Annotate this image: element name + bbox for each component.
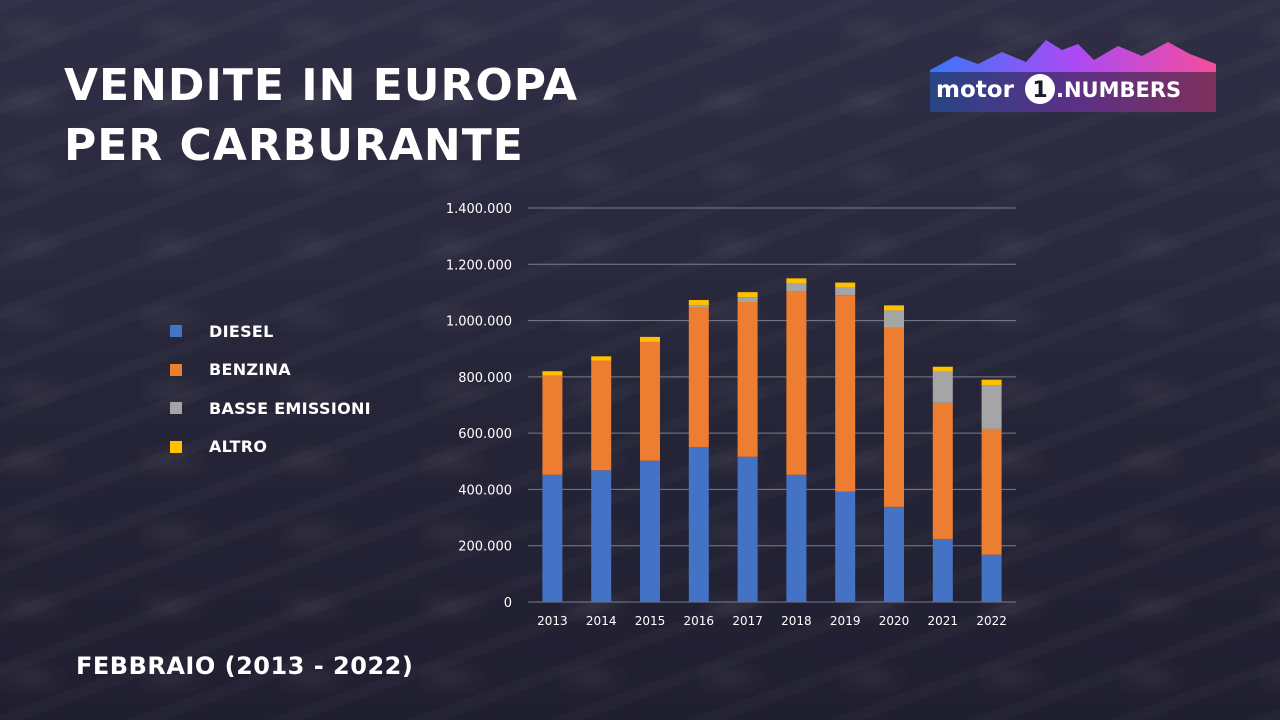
legend-label-diesel: DIESEL [209, 321, 274, 341]
bar-segment-diesel [688, 447, 709, 602]
y-tick-label: 1.000.000 [446, 315, 512, 330]
bar-segment-altro [884, 305, 904, 311]
bar-segment-altro [688, 300, 709, 306]
x-tick-label: 2017 [732, 614, 763, 628]
bar-segment-basse-emissioni [688, 305, 709, 308]
bar-segment-benzina [688, 307, 709, 448]
bar-segment-benzina [786, 291, 807, 475]
logo-number-badge [1025, 74, 1055, 104]
bar-segment-diesel [786, 474, 807, 602]
legend-label-basse-emissioni: BASSE EMISSIONI [209, 398, 371, 418]
bar-segment-altro [932, 366, 953, 372]
bar-segment-altro [786, 278, 807, 284]
bar-segment-benzina [884, 327, 904, 507]
chart-legend: DIESEL BENZINA BASSE EMISSIONI ALTRO [170, 312, 371, 466]
stacked-bar-chart: 0 200.000 400.000 600.000 800.000 1.000.000 1.… [446, 202, 1016, 628]
page-title: VENDITE IN EUROPA PER CARBURANTE [64, 56, 578, 176]
bar-segment-benzina [640, 341, 660, 461]
bar-segment-basse-emissioni [981, 385, 1002, 429]
bar-segment-altro [981, 379, 1002, 386]
legend-label-altro: ALTRO [209, 437, 268, 457]
bar-segment-diesel [591, 470, 612, 602]
bar-segment-basse-emissioni [884, 310, 904, 328]
bar-segment-diesel [737, 456, 758, 602]
y-tick-label: 600.000 [458, 427, 512, 442]
x-tick-label: 2015 [635, 614, 666, 628]
bar-segment-altro [835, 282, 856, 288]
legend-item-benzina: BENZINA [170, 351, 371, 390]
bar-segment-benzina [591, 360, 612, 471]
bar-segment-benzina [981, 428, 1002, 555]
logo-text-left: motor [936, 77, 1015, 103]
x-tick-label: 2016 [684, 614, 715, 628]
bar-segment-altro [640, 336, 660, 342]
y-tick-label: 1.200.000 [446, 258, 512, 273]
title-line-1: VENDITE IN EUROPA [64, 60, 579, 111]
x-tick-label: 2014 [586, 614, 617, 628]
y-tick-label: 200.000 [458, 540, 512, 555]
legend-swatch-diesel [170, 325, 182, 338]
legend-swatch-benzina [170, 363, 182, 376]
y-tick-label: 800.000 [458, 371, 512, 386]
bar-segment-basse-emissioni [932, 371, 953, 403]
bar-segment-diesel [640, 460, 660, 602]
bar-segment-diesel [981, 554, 1002, 602]
x-tick-label: 2018 [781, 614, 812, 628]
legend-swatch-altro [170, 440, 182, 453]
logo-text-number: 1 [1032, 78, 1047, 103]
x-tick-label: 2013 [537, 614, 568, 628]
bar-segment-basse-emissioni [835, 287, 856, 296]
bar-segment-benzina [835, 295, 856, 492]
bar-segment-altro [591, 356, 612, 361]
legend-label-benzina: BENZINA [209, 360, 291, 380]
y-tick-label: 1.400.000 [446, 202, 512, 217]
page-subtitle: FEBBRAIO (2013 - 2022) [76, 652, 414, 680]
bar-segment-altro [737, 292, 758, 298]
bar-segment-basse-emissioni [737, 297, 758, 302]
bar-segment-diesel [932, 538, 953, 602]
x-tick-label: 2020 [879, 614, 910, 628]
y-tick-label: 0 [504, 596, 512, 611]
x-tick-label: 2019 [830, 614, 861, 628]
legend-swatch-basse-emissioni [170, 402, 182, 415]
bar-segment-basse-emissioni [786, 283, 807, 292]
bar-segment-benzina [737, 301, 758, 457]
bar-segment-benzina [542, 375, 563, 475]
legend-item-diesel: DIESEL [170, 312, 371, 351]
x-tick-label: 2022 [976, 614, 1007, 628]
legend-item-basse-emissioni: BASSE EMISSIONI [170, 389, 371, 428]
bar-segment-benzina [932, 402, 953, 539]
y-tick-label: 400.000 [458, 483, 512, 498]
bar-segment-diesel [884, 506, 904, 602]
legend-item-altro: ALTRO [170, 428, 371, 467]
title-line-2: PER CARBURANTE [64, 120, 524, 171]
bar-segment-diesel [542, 474, 563, 602]
bar-segment-diesel [835, 491, 856, 602]
x-tick-label: 2021 [928, 614, 959, 628]
bar-segment-altro [542, 371, 563, 376]
logo-text-right: .NUMBERS [1056, 78, 1181, 102]
motor1-numbers-logo: motor 1 .NUMBERS [930, 40, 1216, 112]
